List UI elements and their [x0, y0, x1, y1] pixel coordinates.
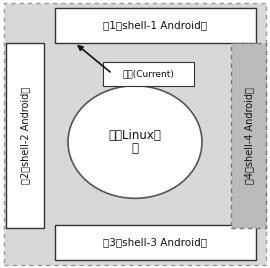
Text: 当前(Current): 当前(Current): [123, 69, 174, 78]
Text: 统: 统: [131, 142, 139, 155]
Bar: [6, 43, 44, 228]
Text: 壳3（shell-3 Android）: 壳3（shell-3 Android）: [103, 237, 207, 248]
Text: 内核Linux系: 内核Linux系: [109, 129, 161, 142]
Bar: [231, 43, 266, 228]
Text: 壳4（shell-4 Android）: 壳4（shell-4 Android）: [244, 87, 254, 184]
Text: 壳2（shell-2 Android）: 壳2（shell-2 Android）: [20, 87, 30, 184]
Bar: [55, 8, 256, 43]
Bar: [103, 62, 194, 86]
Text: 壳1（shell-1 Android）: 壳1（shell-1 Android）: [103, 20, 207, 31]
Bar: [55, 225, 256, 260]
Ellipse shape: [68, 86, 202, 198]
